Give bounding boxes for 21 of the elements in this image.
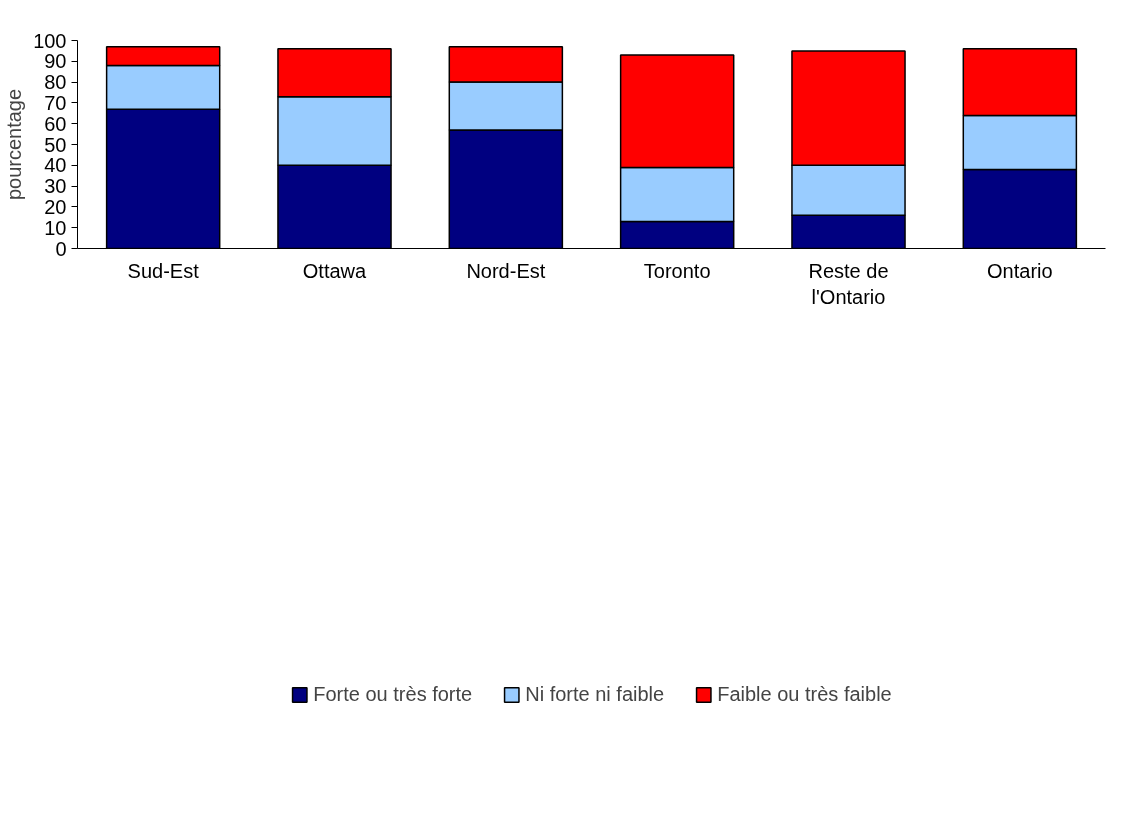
x-tick-label: Ontario [987,259,1053,282]
x-tick-label: Nord-Est [466,259,546,282]
y-tick-label: 10 [44,216,67,239]
x-tick-label: Reste de l'Ontario [808,259,889,308]
y-tick-label: 20 [44,195,67,218]
y-tick-label: 60 [44,112,67,135]
legend-label: Ni forte ni faible [525,682,665,706]
y-tick-label: 0 [55,237,67,260]
y-tick-label: 80 [44,71,67,94]
y-tick-label: 70 [44,91,67,114]
y-tick-label: 30 [44,175,67,198]
y-tick-label: 50 [44,133,67,156]
legend-label: Faible ou très faible [717,682,892,706]
y-tick-label: 40 [44,154,67,177]
x-tick-label: Ottawa [302,259,368,282]
y-tick-label: 100 [33,29,67,52]
legend-label: Forte ou très forte [313,682,473,706]
y-tick-label: 90 [44,50,67,73]
x-tick-label: Toronto [643,259,711,282]
x-tick-label: Sud-Est [127,259,200,282]
y-axis-title: pourcentage [3,88,26,201]
